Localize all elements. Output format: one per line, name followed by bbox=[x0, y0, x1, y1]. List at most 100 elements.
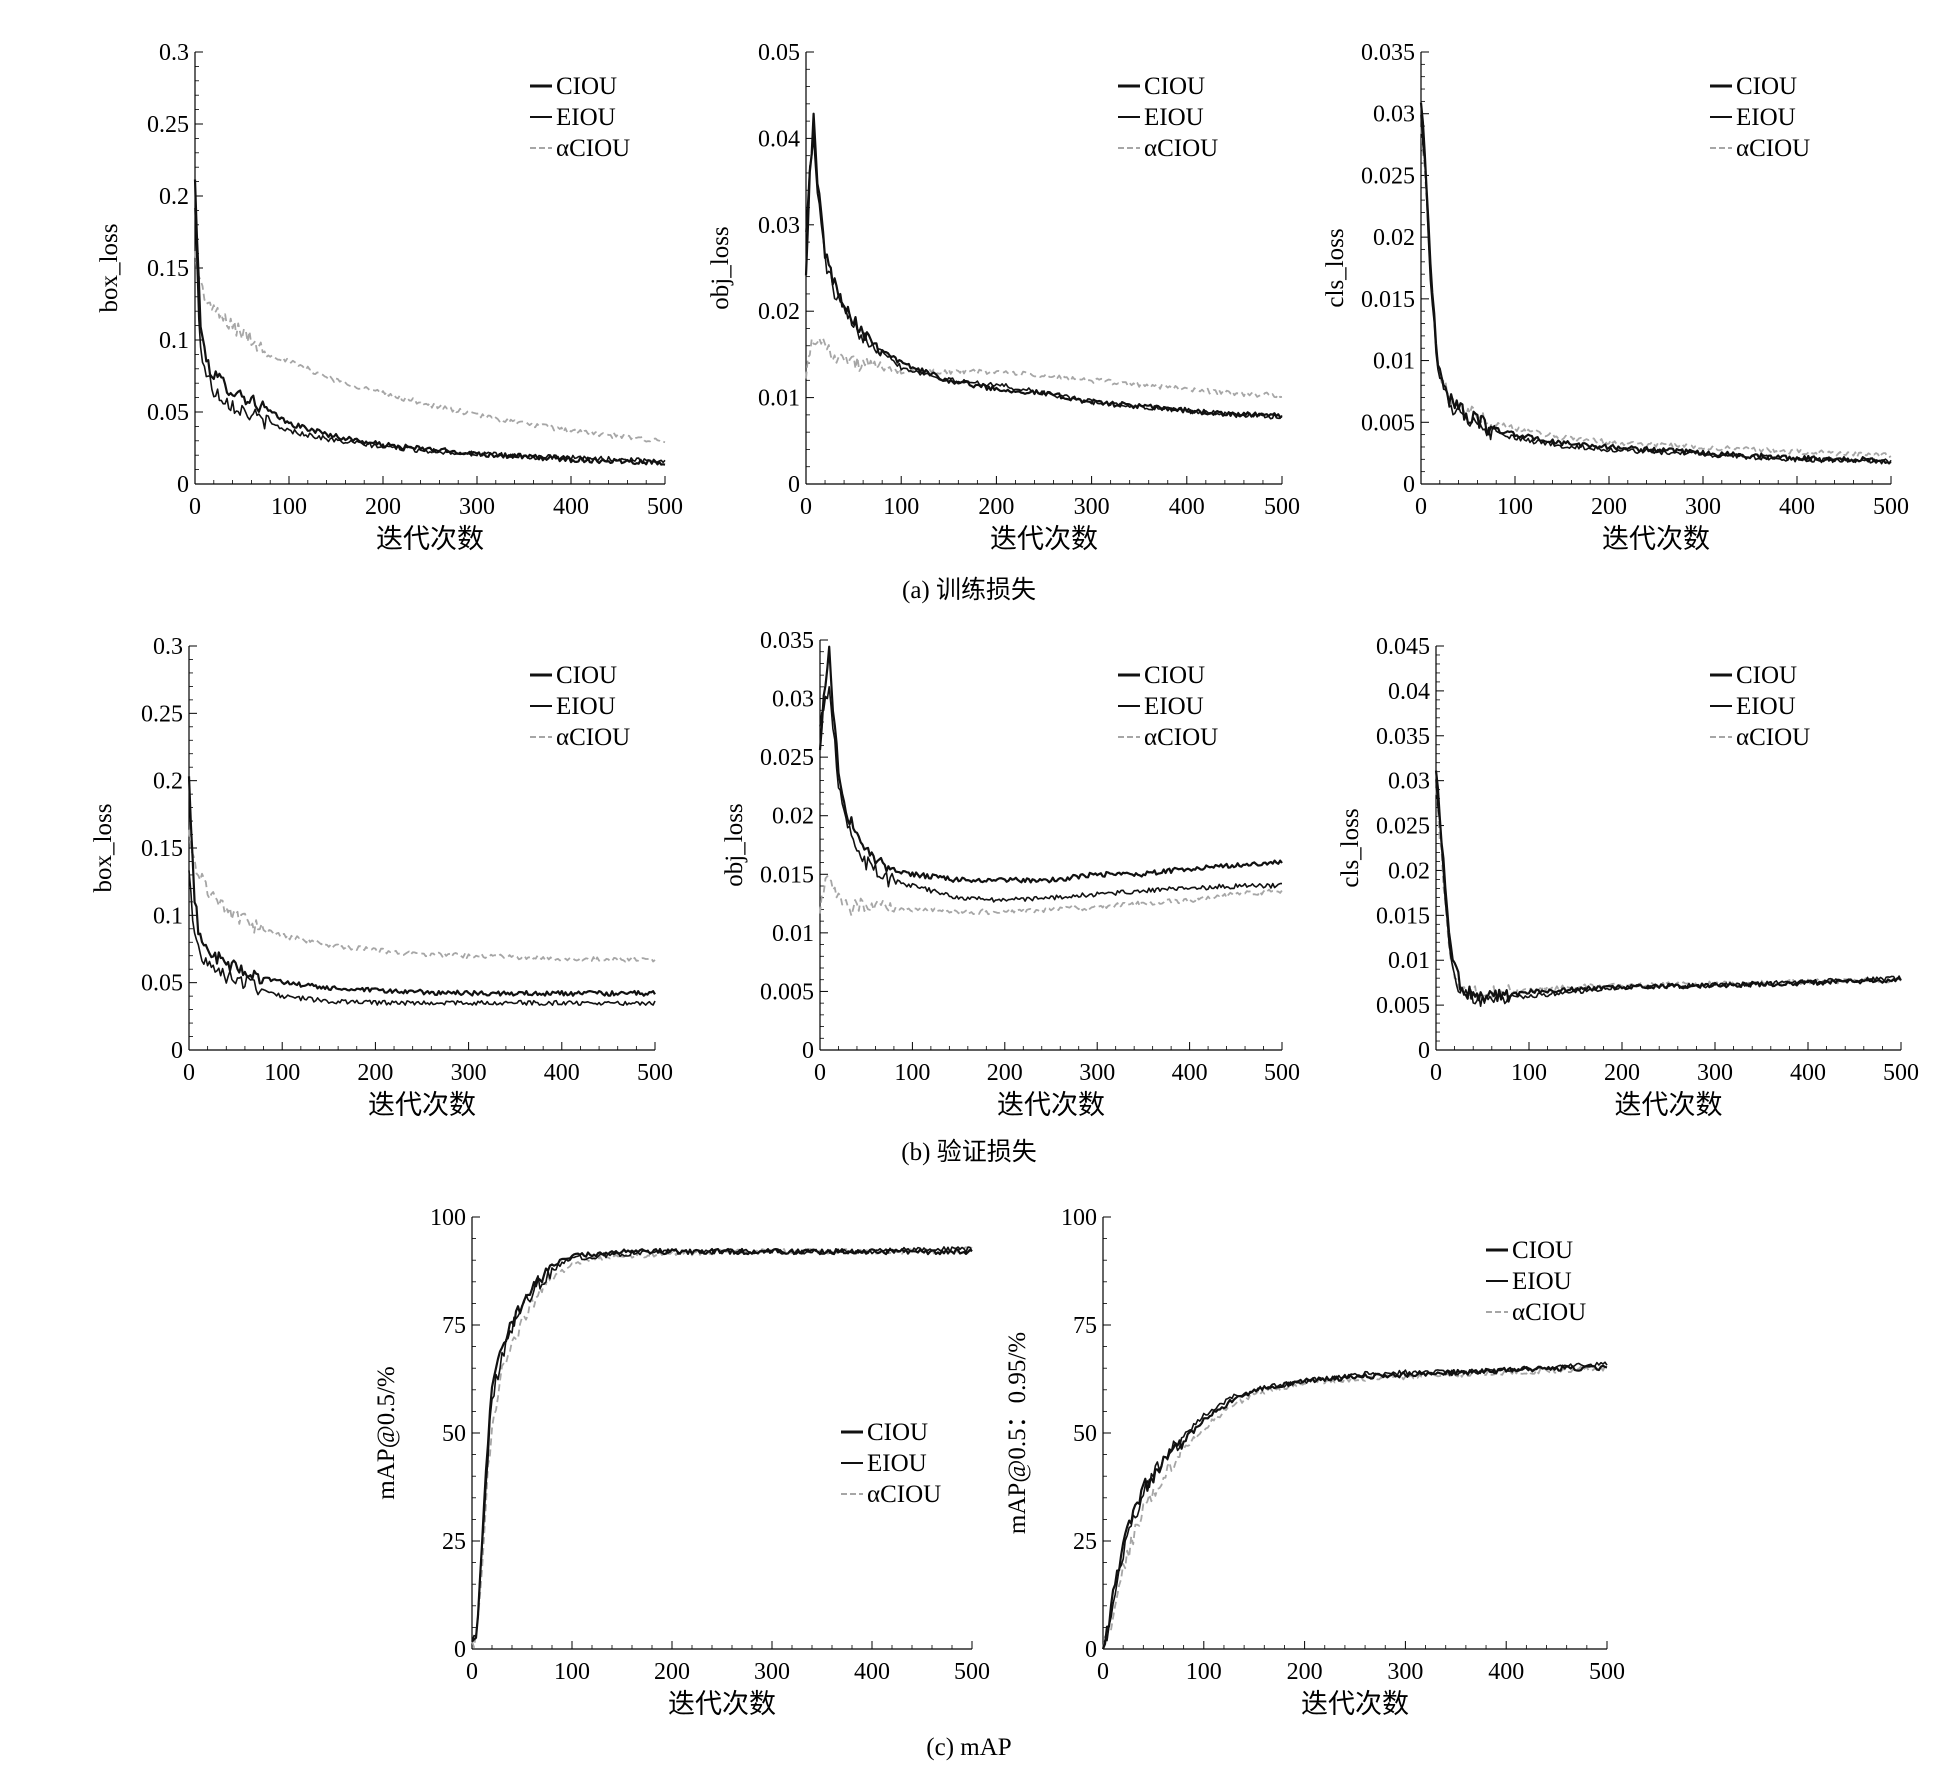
x-tick-label: 200 bbox=[1591, 494, 1627, 520]
chart-a1: 0 0.05 0.1 0.15 0.2 0.25 0.3 0 100 200 300 400 500 迭代… bbox=[96, 40, 683, 554]
legend-label-EIOU: EIOU bbox=[1736, 693, 1796, 720]
legend-label-EIOU: EIOU bbox=[1144, 693, 1204, 720]
x-axis-label: 迭代次数 bbox=[997, 1090, 1105, 1120]
x-tick-label: 100 bbox=[1511, 1060, 1547, 1086]
y-axis-label: mAP@0.5/% bbox=[373, 1366, 400, 1499]
x-tick-label: 100 bbox=[883, 494, 919, 520]
x-tick-label: 100 bbox=[271, 494, 307, 520]
x-axis-label: 迭代次数 bbox=[376, 524, 484, 554]
series-line-αCIOU bbox=[188, 829, 656, 963]
x-axis-label: 迭代次数 bbox=[668, 1689, 776, 1719]
x-tick-label: 500 bbox=[1873, 494, 1909, 520]
caption-a: (a) 训练损失 bbox=[902, 577, 1036, 604]
series-line-αCIOU bbox=[471, 1246, 973, 1649]
y-axis-label: box_loss bbox=[90, 804, 117, 893]
x-tick-label: 400 bbox=[1488, 1659, 1524, 1685]
legend-label-EIOU: EIOU bbox=[556, 693, 616, 720]
y-tick-label: 0 bbox=[788, 472, 800, 498]
y-tick-label: 0.15 bbox=[141, 836, 183, 862]
series-line-αCIOU bbox=[1435, 788, 1902, 1001]
legend-label-CIOU: CIOU bbox=[1144, 662, 1205, 689]
legend-label-αCIOU: αCIOU bbox=[1512, 1299, 1586, 1326]
x-tick-label: 100 bbox=[554, 1659, 590, 1685]
chart-b3: 0 0.005 0.01 0.015 0.02 0.025 0.03 0.035 0.04 0.0… bbox=[1337, 634, 1919, 1120]
y-tick-label: 0.035 bbox=[760, 628, 814, 654]
x-tick-label: 500 bbox=[637, 1060, 673, 1086]
y-tick-label: 0 bbox=[1403, 472, 1415, 498]
x-tick-label: 400 bbox=[1172, 1060, 1208, 1086]
x-tick-label: 400 bbox=[553, 494, 589, 520]
legend-label-EIOU: EIOU bbox=[1144, 104, 1204, 131]
y-tick-label: 0.25 bbox=[141, 701, 183, 727]
series-line-αCIOU bbox=[1102, 1365, 1608, 1650]
y-tick-label: 0 bbox=[1418, 1038, 1430, 1064]
y-tick-label: 0.035 bbox=[1376, 724, 1430, 750]
series-line-CIOU bbox=[818, 645, 1283, 884]
y-axis-label: obj_loss bbox=[707, 226, 734, 309]
x-tick-label: 400 bbox=[544, 1060, 580, 1086]
y-tick-label: 0.025 bbox=[760, 745, 814, 771]
x-tick-label: 300 bbox=[1387, 1659, 1423, 1685]
series-line-CIOU bbox=[1101, 1364, 1608, 1650]
x-axis-label: 迭代次数 bbox=[1602, 524, 1710, 554]
y-axis-label: box_loss bbox=[96, 224, 123, 313]
series-line-CIOU bbox=[1419, 102, 1892, 465]
y-tick-label: 75 bbox=[442, 1313, 466, 1339]
series-line-αCIOU bbox=[1420, 126, 1892, 459]
y-tick-label: 0.03 bbox=[1373, 102, 1415, 128]
x-tick-label: 200 bbox=[1604, 1060, 1640, 1086]
y-tick-label: 0.005 bbox=[760, 979, 814, 1005]
x-tick-label: 400 bbox=[1790, 1060, 1826, 1086]
y-tick-label: 0.1 bbox=[159, 328, 189, 354]
y-tick-label: 0.015 bbox=[760, 862, 814, 888]
legend-label-CIOU: CIOU bbox=[1736, 662, 1797, 689]
y-axis-label: mAP@0.5：0.95/% bbox=[1004, 1332, 1031, 1534]
x-tick-label: 400 bbox=[854, 1659, 890, 1685]
y-tick-label: 0.04 bbox=[758, 126, 800, 152]
x-tick-label: 500 bbox=[1883, 1060, 1919, 1086]
y-tick-label: 0.015 bbox=[1376, 903, 1430, 929]
y-tick-label: 0.1 bbox=[153, 903, 183, 929]
x-tick-label: 0 bbox=[189, 494, 201, 520]
caption-c: (c) mAP bbox=[926, 1734, 1012, 1761]
y-tick-label: 50 bbox=[442, 1421, 466, 1447]
y-tick-label: 0.025 bbox=[1361, 163, 1415, 189]
x-tick-label: 500 bbox=[1264, 1060, 1300, 1086]
y-tick-label: 0.02 bbox=[1388, 858, 1430, 884]
y-tick-label: 50 bbox=[1073, 1421, 1097, 1447]
x-tick-label: 300 bbox=[1079, 1060, 1115, 1086]
y-tick-label: 0.01 bbox=[1373, 349, 1415, 375]
x-tick-label: 200 bbox=[978, 494, 1014, 520]
x-tick-label: 100 bbox=[1186, 1659, 1222, 1685]
series-line-EIOU bbox=[819, 685, 1282, 903]
legend-label-CIOU: CIOU bbox=[1736, 73, 1797, 100]
y-tick-label: 0.3 bbox=[159, 40, 189, 66]
y-tick-label: 0.25 bbox=[147, 112, 189, 138]
legend-label-EIOU: EIOU bbox=[1512, 1268, 1572, 1295]
y-tick-label: 0 bbox=[1085, 1637, 1097, 1663]
legend-label-αCIOU: αCIOU bbox=[1736, 135, 1810, 162]
y-tick-label: 0 bbox=[802, 1038, 814, 1064]
series-line-αCIOU bbox=[805, 337, 1283, 399]
chart-c1: 0 25 50 75 100 0 100 200 300 400 500 迭代次数 mAP@0.5/% C… bbox=[373, 1205, 990, 1719]
chart-c2: 0 25 50 75 100 0 100 200 300 400 500 迭代次数 mAP@0.5：0.… bbox=[1004, 1205, 1625, 1719]
x-tick-label: 200 bbox=[1287, 1659, 1323, 1685]
legend-label-EIOU: EIOU bbox=[556, 104, 616, 131]
chart-a3: 0 0.005 0.01 0.015 0.02 0.025 0.03 0.035 0 100 200… bbox=[1322, 40, 1909, 554]
y-tick-label: 0.3 bbox=[153, 634, 183, 660]
legend-label-αCIOU: αCIOU bbox=[867, 1481, 941, 1508]
x-tick-label: 500 bbox=[647, 494, 683, 520]
series-line-EIOU bbox=[1435, 779, 1902, 1008]
caption-b: (b) 验证损失 bbox=[901, 1139, 1037, 1166]
legend-label-αCIOU: αCIOU bbox=[1736, 724, 1810, 751]
y-tick-label: 0.01 bbox=[758, 386, 800, 412]
chart-b2: 0 0.005 0.01 0.015 0.02 0.025 0.03 0.035 0 100 200… bbox=[721, 628, 1300, 1120]
y-tick-label: 0.03 bbox=[1388, 769, 1430, 795]
x-tick-label: 200 bbox=[987, 1060, 1023, 1086]
x-tick-label: 300 bbox=[1074, 494, 1110, 520]
y-tick-label: 25 bbox=[1073, 1529, 1097, 1555]
series-line-EIOU bbox=[1420, 114, 1892, 465]
legend-label-CIOU: CIOU bbox=[1144, 73, 1205, 100]
